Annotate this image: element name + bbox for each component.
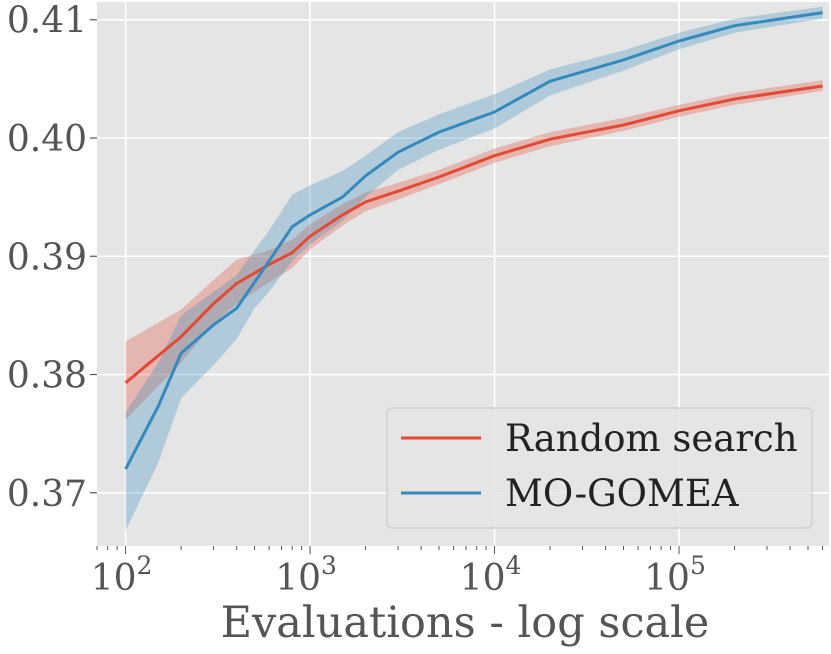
series-line bbox=[124, 84, 823, 384]
x-axis-ticks: 102 103 104 105 bbox=[91, 546, 824, 599]
grid-lines bbox=[97, 2, 829, 546]
y-tick-label: 0.40 bbox=[7, 119, 87, 160]
legend: Random search MO-GOMEA bbox=[386, 407, 813, 529]
x-tick-label: 102 bbox=[91, 551, 153, 599]
series-line bbox=[124, 11, 823, 470]
y-tick-label: 0.41 bbox=[7, 1, 87, 42]
x-tick-label: 104 bbox=[460, 551, 522, 599]
y-tick-label: 0.37 bbox=[7, 474, 87, 515]
legend-box bbox=[386, 407, 813, 529]
x-axis-label: Evaluations - log scale bbox=[221, 598, 710, 648]
x-tick-label: 105 bbox=[644, 551, 706, 599]
y-axis-ticks: 0.37 0.38 0.39 0.40 0.41 bbox=[7, 1, 97, 515]
y-tick-label: 0.38 bbox=[7, 356, 87, 397]
legend-label: Random search bbox=[505, 417, 798, 460]
series-lines bbox=[124, 11, 823, 470]
x-tick-label: 103 bbox=[275, 551, 337, 599]
legend-label: MO-GOMEA bbox=[505, 472, 740, 515]
y-tick-label: 0.39 bbox=[7, 237, 87, 278]
